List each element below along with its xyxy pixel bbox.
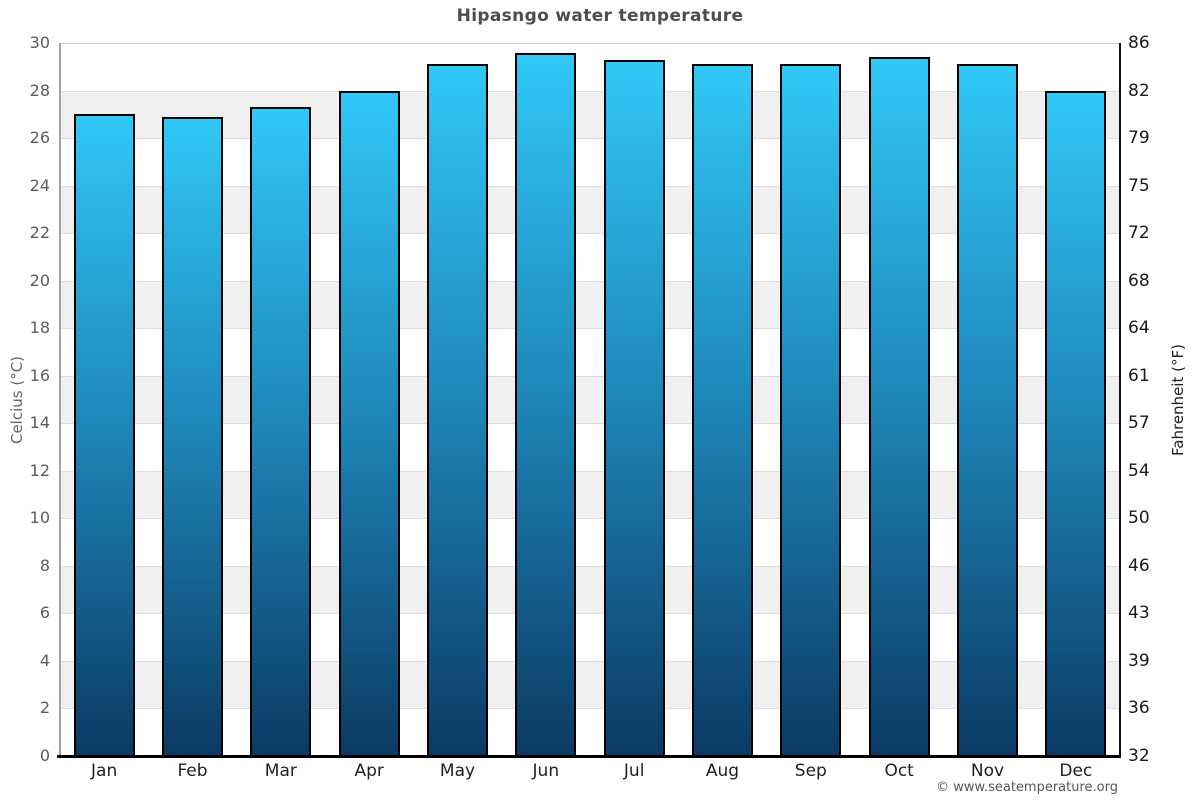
x-tick-jun: Jun (532, 761, 560, 781)
bar-jul (603, 59, 665, 756)
y-tick-celsius-24: 24 (29, 175, 50, 195)
plot-band-plain (60, 328, 1120, 376)
y-tick-fahrenheit-43: 43 (1128, 603, 1150, 624)
y-tick-celsius-2: 2 (39, 698, 50, 718)
gridline-18c (60, 328, 1120, 330)
plot-band-shaded (60, 565, 1120, 614)
bar-nov (957, 64, 1018, 756)
y-tick-celsius-8: 8 (39, 555, 50, 575)
y-tick-celsius-4: 4 (39, 650, 50, 670)
y-tick-fahrenheit-75: 75 (1128, 175, 1150, 196)
y-tick-celsius-6: 6 (39, 603, 50, 623)
y-tick-fahrenheit-50: 50 (1128, 508, 1150, 529)
gridline-6c (60, 613, 1120, 615)
x-tick-jan: Jan (91, 761, 118, 781)
gridline-22c (60, 233, 1120, 235)
y-tick-fahrenheit-82: 82 (1128, 80, 1150, 101)
plot-band-shaded (60, 90, 1120, 139)
y-tick-fahrenheit-79: 79 (1128, 128, 1150, 149)
bar-sep (780, 64, 842, 756)
y-tick-celsius-16: 16 (29, 365, 50, 385)
bar-mar (250, 107, 312, 756)
bar-oct (868, 57, 930, 756)
gridline-4c (60, 660, 1120, 662)
plot-band-plain (60, 708, 1120, 756)
gridline-12c (60, 470, 1120, 472)
plot-band-shaded (60, 185, 1120, 234)
plot-band-shaded (60, 470, 1120, 519)
y-tick-celsius-22: 22 (29, 223, 50, 243)
bar-jan (73, 114, 135, 756)
plot-band-shaded (60, 375, 1120, 424)
bar-feb (162, 116, 223, 756)
bar-jun (515, 52, 577, 756)
gridline-2c (60, 708, 1120, 710)
gridline-16c (60, 375, 1120, 377)
x-tick-sep: Sep (794, 761, 827, 781)
y-tick-celsius-20: 20 (29, 270, 50, 290)
plot-band-plain (60, 138, 1120, 186)
gridline-26c (60, 138, 1120, 140)
y-tick-fahrenheit-61: 61 (1128, 365, 1150, 386)
y-tick-fahrenheit-36: 36 (1128, 698, 1150, 719)
plot-band-plain (60, 233, 1120, 281)
x-tick-dec: Dec (1059, 761, 1093, 781)
bar-may (427, 64, 488, 756)
plot-band-shaded (60, 660, 1120, 709)
gridline-14c (60, 423, 1120, 425)
gridline-30c (60, 43, 1120, 44)
gridline-24c (60, 185, 1120, 187)
x-tick-oct: Oct (884, 761, 914, 781)
y-tick-fahrenheit-54: 54 (1128, 460, 1150, 481)
y-tick-celsius-26: 26 (29, 128, 50, 148)
y-tick-fahrenheit-64: 64 (1128, 318, 1150, 339)
y-tick-celsius-12: 12 (29, 460, 50, 480)
x-tick-feb: Feb (177, 761, 208, 781)
gridline-20c (60, 280, 1120, 282)
plot-band-plain (60, 613, 1120, 661)
x-tick-mar: Mar (264, 761, 297, 781)
gridline-28c (60, 90, 1120, 92)
x-tick-nov: Nov (970, 761, 1005, 781)
bar-apr (338, 90, 400, 756)
y-tick-celsius-0: 0 (39, 746, 50, 765)
copyright-watermark: © www.seatemperature.org (936, 780, 1118, 795)
y-tick-fahrenheit-46: 46 (1128, 555, 1150, 576)
bar-dec (1045, 90, 1107, 756)
plot-band-shaded (60, 280, 1120, 329)
y-tick-celsius-30: 30 (29, 33, 50, 52)
x-tick-aug: Aug (705, 761, 740, 781)
bar-aug (692, 64, 753, 756)
x-tick-apr: Apr (354, 761, 384, 781)
plot-band-plain (60, 423, 1120, 471)
chart-title: Hipasngo water temperature (456, 6, 744, 26)
y-tick-celsius-10: 10 (29, 508, 50, 528)
y-tick-fahrenheit-39: 39 (1128, 650, 1150, 671)
y-tick-fahrenheit-68: 68 (1128, 270, 1150, 291)
y-tick-celsius-14: 14 (29, 413, 50, 433)
y-tick-celsius-28: 28 (29, 80, 50, 100)
x-tick-may: May (439, 761, 476, 781)
x-axis-line (57, 755, 1121, 758)
y-tick-fahrenheit-86: 86 (1128, 33, 1150, 53)
y-tick-fahrenheit-32: 32 (1128, 746, 1150, 766)
y-tick-fahrenheit-72: 72 (1128, 223, 1150, 244)
gridline-10c (60, 518, 1120, 520)
gridline-8c (60, 565, 1120, 567)
y-tick-celsius-18: 18 (29, 318, 50, 338)
x-tick-jul: Jul (623, 761, 645, 781)
y-tick-fahrenheit-57: 57 (1128, 413, 1150, 434)
plot-band-plain (60, 43, 1120, 91)
plot-band-plain (60, 518, 1120, 566)
y-axis-label-fahrenheit: Fahrenheit (°F) (1169, 344, 1187, 456)
y-axis-line-right (1119, 43, 1121, 756)
y-axis-line-left (59, 43, 61, 756)
